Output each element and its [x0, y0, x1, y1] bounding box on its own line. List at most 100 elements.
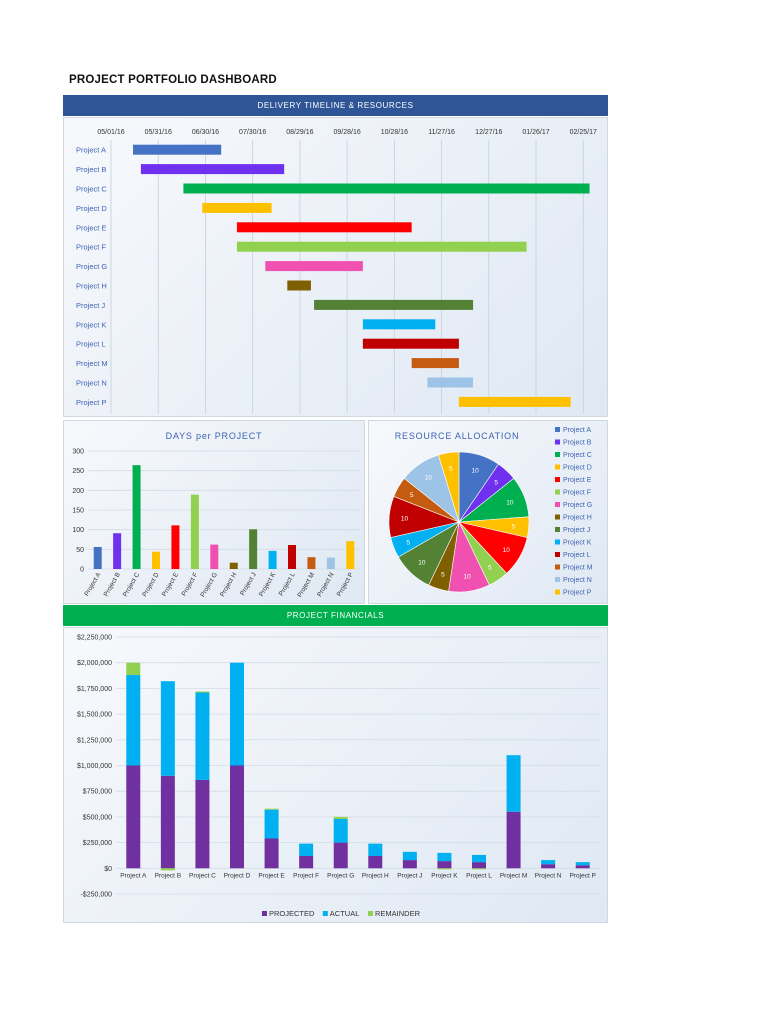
- timeline-task-label-project-a: Project A: [76, 146, 106, 155]
- days-chart-title: DAYS per PROJECT: [166, 431, 263, 441]
- fin-bar-actual-project-m: [506, 755, 521, 812]
- fin-y-tick-label: $750,000: [83, 789, 112, 796]
- timeline-bar-project-j: [314, 299, 474, 310]
- fin-bar-actual-project-l: [472, 854, 486, 863]
- timeline-bar-project-m: [411, 358, 459, 369]
- fin-x-tick-label: Project B: [155, 872, 181, 879]
- fin-bar-projected-project-l: [472, 862, 486, 869]
- fin-bar-projected-project-e: [264, 838, 279, 869]
- fin-legend-swatch-actual: [322, 911, 328, 916]
- fin-y-tick-label: $1,750,000: [77, 686, 112, 693]
- fin-bar-projected-project-j: [402, 860, 417, 869]
- fin-bar-projected-project-c: [195, 779, 210, 869]
- timeline-bar-project-n: [427, 377, 474, 388]
- pie-data-label: 10: [464, 573, 472, 580]
- days-y-tick-label: 50: [76, 547, 84, 554]
- timeline-task-label-project-h: Project H: [76, 282, 107, 291]
- financials-banner: PROJECT FINANCIALS: [63, 605, 608, 626]
- timeline-tick-label: 10/28/16: [381, 129, 408, 136]
- fin-y-tick-label: $1,500,000: [77, 712, 112, 719]
- days-bar-project-h: [229, 562, 238, 569]
- legend-swatch-project-a: [555, 427, 560, 432]
- legend-label-project-g: Project G: [563, 502, 592, 509]
- fin-legend-label-projected: PROJECTED: [269, 909, 315, 918]
- days-x-tick-label: Project L: [278, 571, 297, 597]
- financials-chart: -$250,000 $0 $250,000 $500,000 $750,000 $1,00…: [77, 635, 600, 918]
- legend-label-project-l: Project L: [563, 552, 591, 559]
- legend-swatch-project-m: [555, 564, 560, 570]
- timeline-tick-label: 07/30/16: [239, 129, 266, 136]
- timeline-tick-label: 12/27/16: [475, 129, 502, 136]
- days-bar-project-p: [346, 541, 355, 569]
- resources-panel: RESOURCE ALLOCATION 10 5 10 5 10 5 10 5 10 5 10 5 10 5…: [368, 420, 608, 604]
- pie-data-label: 5: [494, 479, 498, 486]
- timeline-bar-project-p: [458, 396, 571, 407]
- fin-y-tick-label: $0: [104, 866, 112, 873]
- fin-x-tick-label: Project D: [224, 872, 251, 879]
- timeline-bar-project-f: [236, 241, 527, 252]
- fin-y-tick-label: $1,250,000: [77, 737, 112, 744]
- financials-panel: -$250,000 $0 $250,000 $500,000 $750,000 $1,00…: [63, 627, 608, 923]
- legend-label-project-m: Project M: [563, 565, 593, 572]
- fin-y-tick-label: $1,000,000: [77, 763, 112, 770]
- pie-slice-project-p: [437, 451, 460, 523]
- fin-bar-actual-project-k: [437, 852, 452, 862]
- timeline-bar-project-c: [183, 183, 590, 194]
- timeline-bar-project-a: [133, 144, 222, 155]
- days-x-tick-label: Project H: [219, 571, 239, 598]
- fin-bar-projected-project-h: [368, 855, 383, 869]
- days-x-tick-label: Project D: [141, 571, 161, 598]
- fin-y-tick-label: $2,000,000: [77, 660, 112, 667]
- days-x-tick-label: Project J: [239, 572, 258, 597]
- days-bar-project-b: [113, 533, 122, 569]
- days-x-tick-label: Project F: [181, 571, 200, 597]
- timeline-task-label-project-j: Project J: [76, 301, 105, 310]
- legend-label-project-f: Project F: [563, 490, 591, 497]
- pie-data-label: 10: [506, 500, 514, 507]
- timeline-bar-project-h: [287, 280, 311, 291]
- legend-swatch-project-f: [555, 489, 560, 495]
- timeline-tick-label: 02/25/17: [570, 129, 597, 136]
- timeline-tick-label: 06/30/16: [192, 129, 219, 136]
- fin-bar-projected-project-g: [333, 842, 348, 869]
- fin-x-tick-label: Project J: [397, 872, 422, 879]
- timeline-bar-project-b: [140, 164, 285, 175]
- pie-data-label: 5: [488, 565, 492, 572]
- pie-data-label: 5: [512, 524, 516, 531]
- timeline-bar-project-k: [362, 319, 436, 330]
- days-bar-project-a: [93, 546, 102, 569]
- fin-bar-actual-project-d: [230, 662, 244, 766]
- days-x-tick-label: Project P: [336, 572, 355, 598]
- fin-legend-swatch-remainder: [368, 911, 373, 916]
- days-y-tick-label: 300: [72, 449, 84, 456]
- fin-bar-projected-project-p: [575, 865, 590, 869]
- timeline-tick-label: 05/01/16: [97, 129, 124, 136]
- fin-x-tick-label: Project P: [570, 872, 596, 879]
- timeline-tick-label: 01/26/17: [522, 129, 549, 136]
- fin-legend-label-actual: ACTUAL: [330, 909, 360, 918]
- days-bar-project-n: [326, 557, 335, 569]
- pie-data-label: 5: [441, 572, 445, 579]
- days-x-tick-label: Project C: [122, 571, 142, 598]
- legend-swatch-project-e: [555, 477, 560, 482]
- fin-bar-actual-project-a: [126, 675, 141, 766]
- fin-bar-projected-project-d: [230, 765, 244, 869]
- timeline-task-label-project-e: Project E: [76, 223, 106, 232]
- days-bar-project-e: [171, 525, 180, 569]
- fin-bar-actual-project-h: [368, 843, 383, 856]
- fin-y-tick-label: -$250,000: [80, 892, 112, 899]
- legend-label-project-k: Project K: [563, 540, 592, 547]
- timeline-task-label-project-k: Project K: [76, 320, 106, 329]
- pie-data-label: 5: [449, 466, 453, 473]
- legend-label-project-n: Project N: [563, 577, 592, 584]
- fin-bar-projected-project-m: [506, 811, 521, 869]
- fin-bar-remainder-project-l: [472, 868, 486, 870]
- timeline-banner: DELIVERY TIMELINE & RESOURCES: [63, 95, 608, 116]
- fin-bar-projected-project-a: [126, 765, 141, 869]
- fin-bar-projected-project-f: [299, 855, 314, 869]
- timeline-panel: 05/01/16 05/31/16 06/30/16 07/30/16 08/29/16…: [63, 117, 608, 417]
- legend-swatch-project-j: [555, 527, 560, 532]
- legend-swatch-project-k: [555, 539, 560, 545]
- pie-data-label: 10: [401, 515, 409, 522]
- fin-x-tick-label: Project G: [327, 872, 354, 879]
